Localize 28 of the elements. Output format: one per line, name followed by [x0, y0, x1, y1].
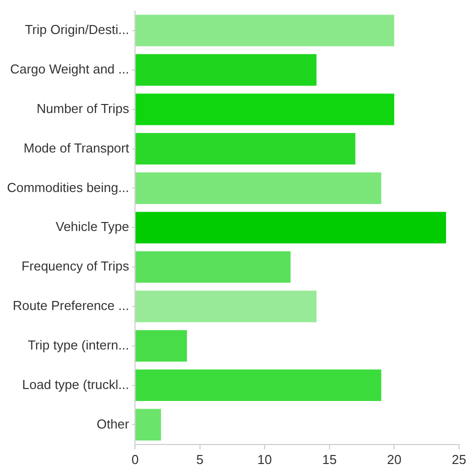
y-tick-label: Frequency of Trips [21, 258, 130, 274]
bar [136, 330, 187, 362]
y-tick-label: Load type (truckl... [22, 376, 130, 392]
y-tick-label: Route Preference ... [12, 298, 130, 314]
y-tick-label: Mode of Transport [24, 140, 130, 156]
bar [136, 14, 394, 46]
x-tick-label: 25 [452, 452, 466, 467]
bar [136, 172, 382, 204]
bar [136, 370, 382, 402]
x-tick-label: 0 [131, 452, 139, 467]
bar [136, 251, 291, 283]
y-tick-label: Vehicle Type [56, 219, 130, 234]
bar [136, 290, 316, 322]
y-tick-label: Trip Origin/Desti... [24, 22, 130, 38]
bar [136, 54, 316, 86]
x-tick-label: 20 [386, 452, 402, 467]
y-tick-label: Commodities being... [6, 180, 130, 195]
x-tick-label: 10 [257, 452, 272, 467]
y-tick-label: Trip type (intern... [28, 337, 130, 352]
x-tick-label: 5 [196, 452, 204, 467]
bar [136, 94, 394, 126]
bar [136, 408, 162, 440]
x-tick-label: 15 [322, 452, 337, 467]
bar [136, 212, 446, 244]
y-tick-label: Number of Trips [36, 100, 130, 116]
bar [136, 132, 356, 165]
y-tick-label: Other [96, 416, 130, 432]
y-tick-label: Cargo Weight and ... [10, 62, 130, 77]
